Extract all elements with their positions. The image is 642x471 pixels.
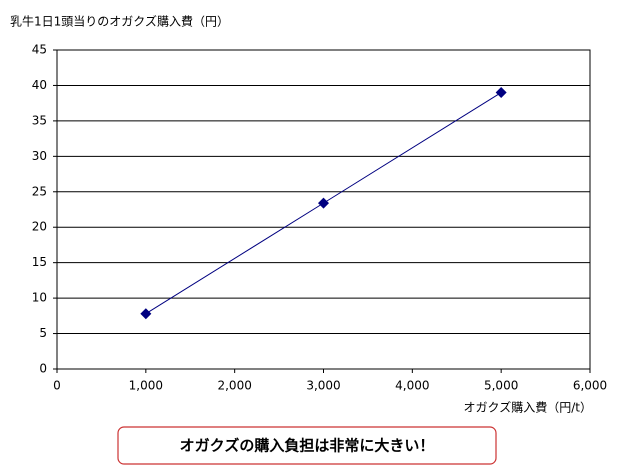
- x-tick-label: 1,000: [129, 379, 163, 393]
- y-tick-label: 35: [32, 113, 47, 127]
- x-tick-label: 0: [53, 379, 61, 393]
- y-tick-label: 20: [32, 220, 47, 234]
- x-axis-label: オガクズ購入費（円/t）: [463, 400, 592, 415]
- x-tick-label: 3,000: [306, 379, 340, 393]
- x-tick-label: 5,000: [484, 379, 518, 393]
- y-tick-label: 0: [39, 362, 47, 376]
- x-tick-label: 4,000: [395, 379, 429, 393]
- annotation: オガクズの購入負担は非常に大きい！: [180, 437, 435, 455]
- data-point: [140, 308, 152, 320]
- y-tick-label: 30: [32, 149, 47, 163]
- x-tick-label: 6,000: [573, 379, 607, 393]
- data-point: [318, 197, 329, 209]
- x-tick-label: 2,000: [217, 379, 251, 393]
- y-tick-label: 45: [32, 43, 47, 57]
- y-tick-label: 25: [32, 184, 47, 198]
- y-tick-label: 10: [32, 291, 47, 305]
- y-tick-label: 15: [32, 255, 47, 269]
- y-tick-label: 5: [39, 326, 47, 340]
- chart-title: 乳牛1日1頭当りのオガクズ購入費（円）: [10, 14, 229, 29]
- plot-area: [56, 49, 591, 370]
- annotation-box: [117, 426, 497, 465]
- data-point: [495, 87, 507, 99]
- y-tick-label: 40: [32, 78, 47, 92]
